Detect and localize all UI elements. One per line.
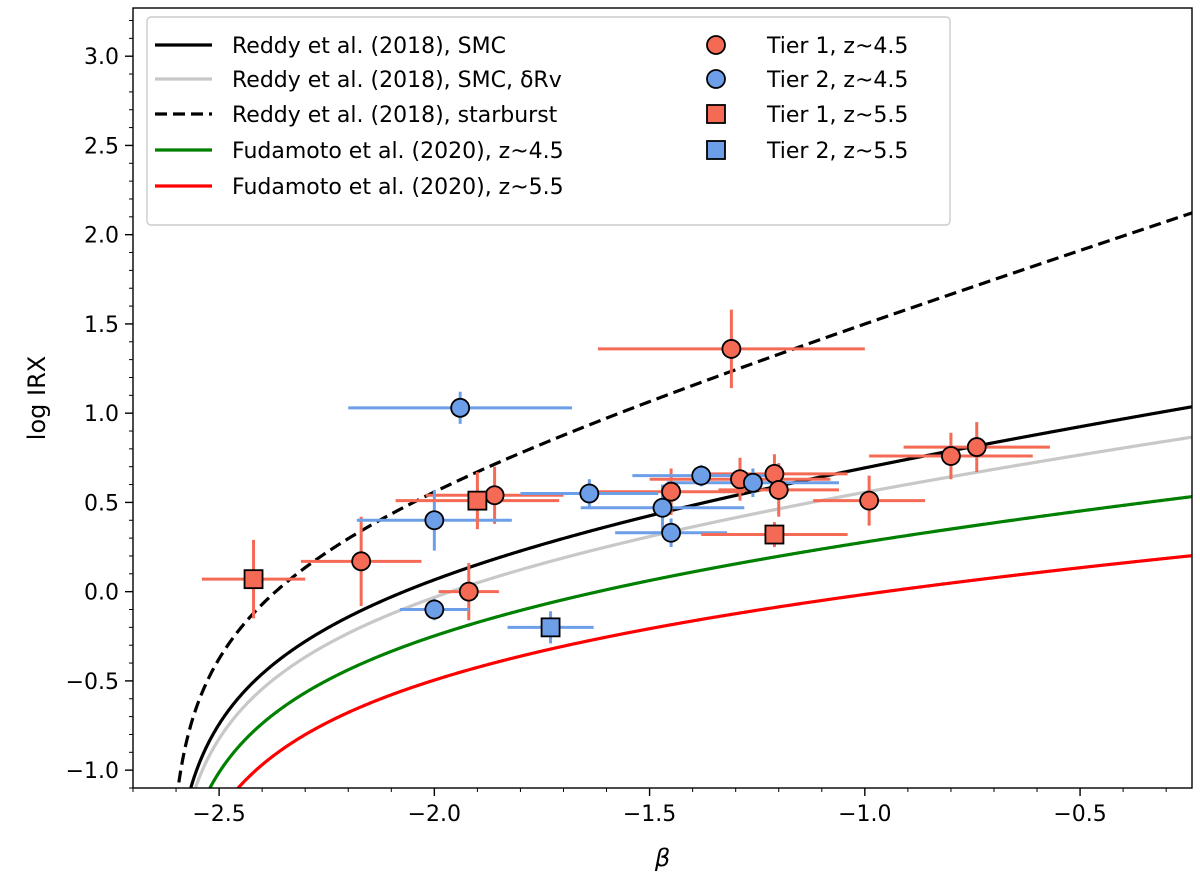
data-point-circle [484, 485, 505, 506]
data-point-circle [458, 581, 479, 602]
x-tick-label: −2.0 [408, 802, 461, 827]
legend-marker-label: Tier 2, z~5.5 [766, 139, 908, 164]
legend-marker-label: Tier 1, z~4.5 [766, 34, 908, 59]
legend-marker-label: Tier 2, z~4.5 [766, 68, 908, 93]
legend-marker-swatch [706, 69, 726, 89]
y-tick-label: −1.0 [66, 759, 119, 784]
y-tick-label: 2.0 [84, 224, 119, 249]
legend-line-label: Fudamoto et al. (2020), z~4.5 [232, 139, 564, 164]
data-point-square [764, 524, 785, 545]
y-tick-label: 1.5 [84, 313, 119, 338]
data-point-circle [351, 551, 372, 572]
y-tick-label: 1.0 [84, 402, 119, 427]
legend-line-label: Fudamoto et al. (2020), z~5.5 [232, 175, 564, 200]
axes: −2.5 −2.0 −1.5 −1.0 −0.5 −1.0 −0.5 0.0 0.5 1.0 1.5… [66, 7, 1193, 827]
data-points [201, 309, 1050, 644]
legend-line-label: Reddy et al. (2018), SMC, δRv [232, 68, 562, 93]
data-point-circle [579, 483, 600, 504]
model-curves [176, 211, 1192, 788]
curve-4 [236, 554, 1192, 788]
data-point-circle [652, 497, 673, 518]
curve-3 [208, 495, 1192, 788]
data-point-square [243, 569, 264, 590]
legend-line-label: Reddy et al. (2018), starburst [232, 103, 558, 128]
y-tick-label: 3.0 [84, 45, 119, 70]
y-tick-label: 0.5 [84, 491, 119, 516]
legend-marker-label: Tier 1, z~5.5 [766, 103, 908, 128]
data-point-circle [450, 397, 471, 418]
data-point-circle [966, 437, 987, 457]
data-point-circle [768, 480, 789, 500]
data-point-circle [743, 472, 763, 493]
data-point-circle [424, 599, 445, 620]
legend-marker-swatch [706, 35, 726, 55]
y-tick-label: 2.5 [84, 134, 119, 159]
curve-1 [193, 435, 1192, 788]
x-tick-label: −1.5 [623, 802, 676, 827]
x-tick-label: −1.0 [838, 802, 891, 827]
plot-frame [132, 7, 1193, 789]
legend-marker-swatch [706, 104, 726, 124]
data-point-circle [941, 446, 961, 466]
legend-box [146, 16, 951, 226]
data-point-circle [691, 465, 712, 486]
x-axis-label: β [654, 844, 670, 872]
curve-2 [176, 211, 1192, 788]
legend-marker-swatch [706, 140, 726, 160]
data-point-circle [424, 510, 445, 531]
x-tick-label: −2.5 [192, 802, 245, 827]
data-point-square [540, 617, 561, 638]
y-tick-label: −0.5 [66, 670, 119, 695]
y-axis-label: log IRX [23, 356, 51, 440]
data-point-circle [721, 339, 742, 359]
legend-line-label: Reddy et al. (2018), SMC [232, 34, 506, 59]
data-point-circle [764, 463, 785, 484]
data-point-circle [661, 522, 682, 543]
data-point-circle [661, 481, 682, 502]
legend: Reddy et al. (2018), SMC Reddy et al. (20… [146, 16, 951, 226]
y-tick-label: 0.0 [84, 581, 119, 606]
data-point-circle [859, 490, 880, 511]
x-tick-label: −0.5 [1053, 802, 1106, 827]
data-point-square [467, 490, 488, 511]
